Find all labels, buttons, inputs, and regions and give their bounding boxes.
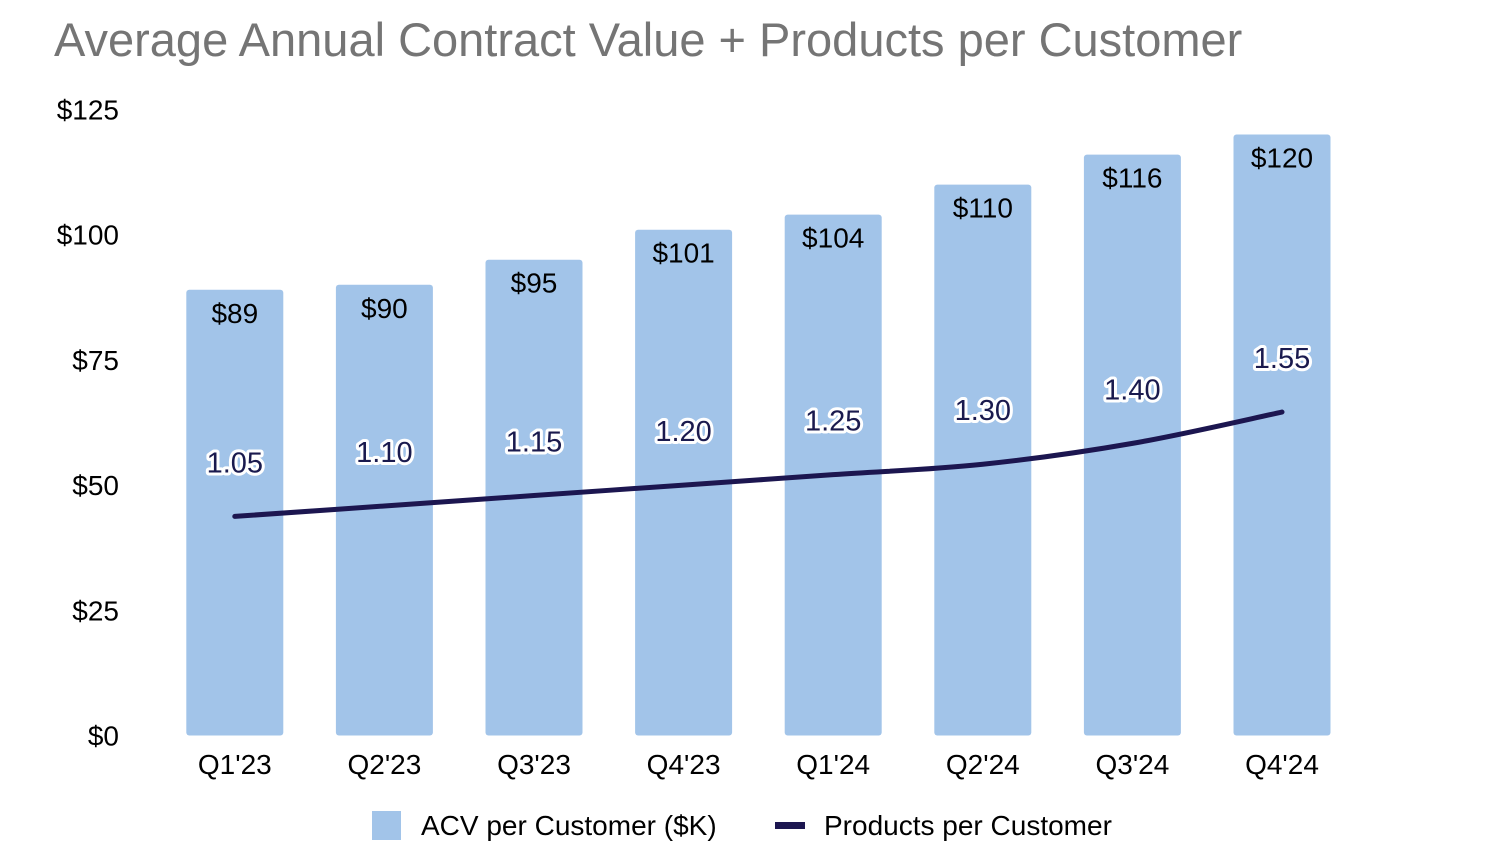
bar-value-label: $110	[953, 193, 1013, 224]
y-tick-label: $0	[88, 721, 119, 752]
bar	[186, 289, 284, 736]
x-tick-label: Q3'24	[1095, 749, 1169, 780]
y-axis: $0 $25 $50 $75 $100 $125	[57, 95, 119, 752]
bar-value-label: $104	[802, 223, 864, 254]
line-value-label: 1.10	[356, 437, 412, 469]
bar-value-label: $95	[511, 268, 558, 299]
x-tick-label: Q4'24	[1245, 749, 1319, 780]
chart-title: Average Annual Contract Value + Products…	[54, 13, 1243, 66]
bar-value-label: $101	[652, 238, 714, 269]
line-value-label: 1.05	[207, 447, 263, 479]
line-value-label: 1.15	[506, 427, 562, 459]
line-data-labels: 1.05 1.10 1.15 1.20 1.25 1.30 1.40 1.55	[204, 340, 1314, 482]
x-tick-label: Q1'23	[198, 749, 272, 780]
products-line	[232, 409, 1285, 519]
bar	[1233, 134, 1331, 736]
y-tick-label: $100	[57, 220, 119, 251]
x-tick-label: Q1'24	[796, 749, 870, 780]
x-axis: Q1'23 Q2'23 Q3'23 Q4'23 Q1'24 Q2'24 Q3'24 Q4'24	[198, 749, 1319, 780]
bar-data-labels: $89 $90 $95 $101 $104 $110 $116 $120	[211, 143, 1313, 329]
legend: ACV per Customer ($K) Products per Custom…	[372, 810, 1112, 841]
line-value-label: 1.20	[655, 416, 711, 448]
line-value-label: 1.40	[1104, 374, 1160, 406]
bar-value-label: $89	[211, 298, 258, 329]
bar-value-label: $90	[361, 293, 408, 324]
x-tick-label: Q4'23	[647, 749, 721, 780]
line-value-label: 1.25	[805, 406, 861, 438]
x-tick-label: Q2'23	[347, 749, 421, 780]
legend-label-acv: ACV per Customer ($K)	[421, 810, 717, 841]
legend-label-products: Products per Customer	[824, 810, 1112, 841]
line-series	[232, 409, 1285, 519]
y-tick-label: $50	[72, 470, 119, 501]
line-value-label: 1.30	[955, 395, 1011, 427]
legend-swatch-line	[775, 822, 805, 829]
line-value-label: 1.55	[1254, 343, 1310, 375]
x-tick-label: Q3'23	[497, 749, 571, 780]
bar-series	[186, 134, 1331, 736]
bar-value-label: $120	[1251, 143, 1313, 174]
y-tick-label: $125	[57, 95, 119, 126]
bar	[335, 284, 433, 736]
bar	[934, 184, 1032, 736]
y-tick-label: $75	[72, 345, 119, 376]
legend-swatch-bar	[372, 811, 401, 840]
bar-value-label: $116	[1102, 163, 1162, 194]
x-tick-label: Q2'24	[946, 749, 1020, 780]
y-tick-label: $25	[72, 595, 119, 626]
